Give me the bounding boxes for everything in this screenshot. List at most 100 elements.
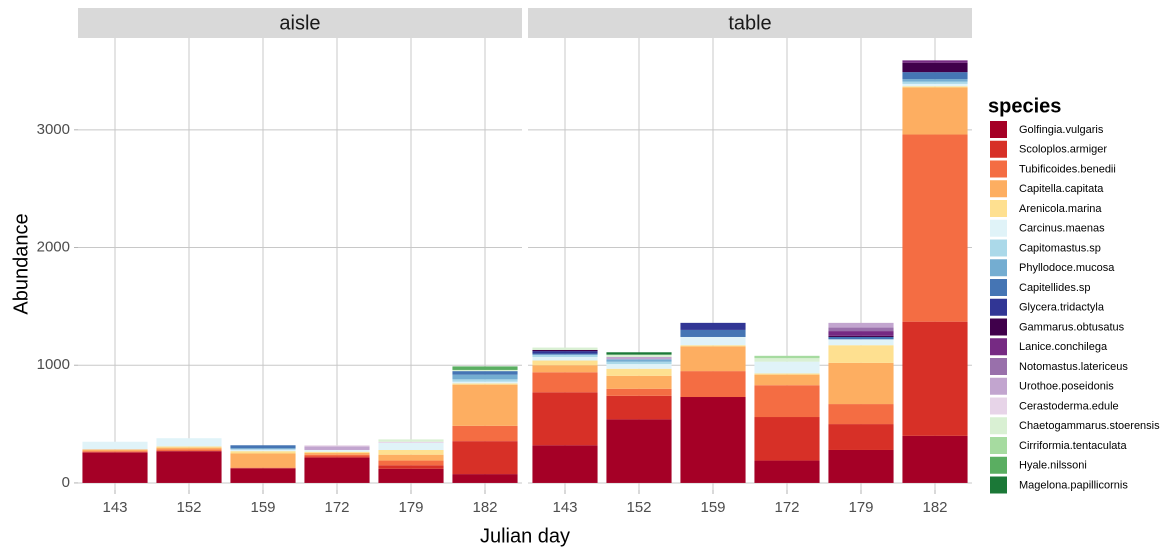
legend-label: Hyale.nilssoni	[1019, 460, 1087, 472]
bar-segment	[304, 445, 370, 447]
bar-segment	[378, 449, 444, 455]
y-tick-label: 0	[62, 474, 70, 491]
x-tick-label: 179	[398, 499, 423, 516]
bar-segment	[606, 356, 672, 360]
bar-segment	[902, 321, 968, 436]
bar-segment	[754, 417, 820, 461]
legend-key	[990, 180, 1007, 198]
bar-segment	[452, 374, 518, 380]
bar-segment	[532, 392, 598, 446]
bar-segment	[532, 356, 598, 361]
bar-segment	[828, 327, 894, 332]
bar-segment	[828, 449, 894, 483]
legend-key	[990, 476, 1007, 494]
bar-segment	[452, 384, 518, 426]
bar-segment	[230, 449, 296, 452]
bar-segment	[902, 79, 968, 82]
bar-segment	[304, 452, 370, 455]
bar-segment	[606, 364, 672, 369]
x-tick-label: 159	[700, 499, 725, 516]
bar-segment	[532, 365, 598, 373]
bar-segment	[230, 448, 296, 450]
bar-segment	[754, 460, 820, 483]
legend-label: Urothoe.poseidonis	[1019, 381, 1114, 393]
bar-segment	[828, 331, 894, 336]
bar-segment	[828, 339, 894, 346]
legend-key	[990, 259, 1007, 277]
x-axis-title: Julian day	[480, 525, 570, 547]
legend-key	[990, 437, 1007, 454]
bar-segment	[230, 467, 296, 469]
bar-segment	[156, 447, 222, 450]
strip-label: table	[728, 12, 771, 34]
legend-label: Tubificoides.benedii	[1019, 163, 1116, 175]
bar-segment	[680, 346, 746, 372]
legend-label: Magelona.papillicornis	[1019, 479, 1128, 491]
bar-segment	[532, 347, 598, 350]
bar-segment	[902, 86, 968, 88]
bar-segment	[378, 442, 444, 450]
bar-segment	[754, 373, 820, 375]
x-tick-label: 172	[774, 499, 799, 516]
bar-segment	[606, 354, 672, 357]
bar-segment	[754, 385, 820, 418]
legend-key	[990, 456, 1007, 474]
bar-segment	[606, 368, 672, 376]
bar-segment	[828, 424, 894, 450]
x-tick-label: 152	[176, 499, 201, 516]
bar-segment	[754, 358, 820, 362]
bar-segment	[606, 419, 672, 483]
bar-segment	[378, 465, 444, 469]
bar-segment	[378, 454, 444, 461]
x-tick-label: 182	[472, 499, 497, 516]
bar-segment	[680, 345, 746, 347]
bar-segment	[606, 388, 672, 396]
bar-segment	[156, 446, 222, 448]
bar-segment	[230, 445, 296, 449]
bar-segment	[452, 474, 518, 483]
bar-segment	[452, 366, 518, 370]
bar-segment	[828, 362, 894, 405]
bar-segment	[828, 322, 894, 328]
bar-segment	[828, 335, 894, 337]
bar-segment	[828, 345, 894, 363]
x-tick-label: 143	[102, 499, 127, 516]
bar-segment	[378, 460, 444, 466]
bar-segment	[304, 449, 370, 452]
x-tick-label: 179	[848, 499, 873, 516]
bar-segment	[304, 457, 370, 483]
legend-key	[990, 239, 1007, 257]
bar-segment	[606, 395, 672, 420]
bar-segment	[452, 381, 518, 384]
bar-segment	[452, 371, 518, 375]
bar-segment	[452, 369, 518, 372]
legend-label: Golfingia.vulgaris	[1019, 124, 1104, 136]
legend-title: species	[988, 95, 1061, 117]
legend-key	[990, 140, 1007, 158]
bar-segment	[532, 351, 598, 354]
bar-segment	[452, 425, 518, 442]
bar-segment	[452, 441, 518, 475]
bar-segment	[680, 336, 746, 346]
bar-segment	[532, 372, 598, 393]
bar-segment	[754, 355, 820, 359]
bar-segment	[902, 83, 968, 87]
bar-segment	[532, 354, 598, 357]
bar-segment	[532, 353, 598, 355]
legend-label: Cirriformia.tentaculata	[1019, 440, 1127, 452]
bar-segment	[378, 439, 444, 442]
legend-label: Gammarus.obtusatus	[1019, 321, 1125, 333]
bar-segment	[828, 336, 894, 340]
bar-segment	[230, 468, 296, 483]
x-tick-label: 152	[626, 499, 651, 516]
legend-key	[990, 279, 1007, 296]
legend-key	[990, 298, 1007, 316]
legend-key	[990, 200, 1007, 217]
legend-label: Notomastus.latericeus	[1019, 361, 1128, 373]
legend-label: Arenicola.marina	[1019, 203, 1102, 215]
bar-segment	[532, 349, 598, 352]
legend-label: Scoloplos.armiger	[1019, 144, 1107, 156]
bar-segment	[230, 451, 296, 454]
x-tick-label: 143	[552, 499, 577, 516]
